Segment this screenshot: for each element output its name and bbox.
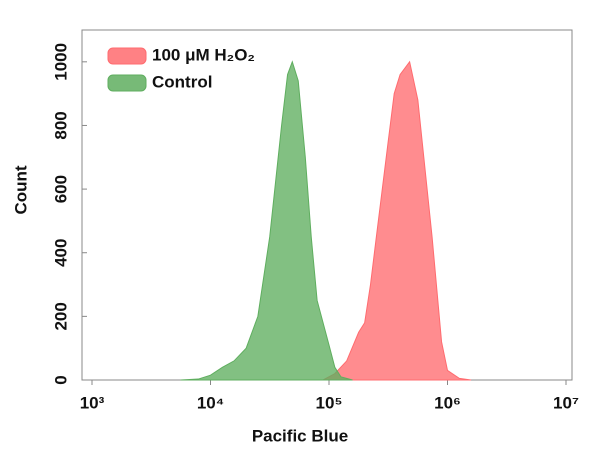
x-tick-label: 10⁶	[434, 393, 461, 412]
legend-swatch	[107, 47, 147, 65]
area	[322, 60, 472, 381]
x-tick-label: 10⁴	[197, 393, 224, 412]
legend-label: Control	[152, 72, 212, 91]
y-axis-title: Count	[11, 165, 30, 214]
x-tick-label: 10³	[80, 393, 105, 412]
y-tick-label: 1000	[51, 43, 70, 81]
y-tick-label: 0	[51, 375, 70, 384]
x-tick-label: 10⁷	[553, 393, 579, 412]
y-tick-label: 800	[51, 111, 70, 139]
x-tick-label: 10⁵	[316, 393, 343, 412]
area	[180, 60, 353, 381]
y-tick-label: 600	[51, 175, 70, 203]
x-axis-title: Pacific Blue	[252, 426, 348, 445]
legend-swatch	[107, 74, 147, 92]
y-tick-label: 200	[51, 302, 70, 330]
legend-label: 100 μM H₂O₂	[152, 45, 255, 64]
y-tick-label: 400	[51, 239, 70, 267]
